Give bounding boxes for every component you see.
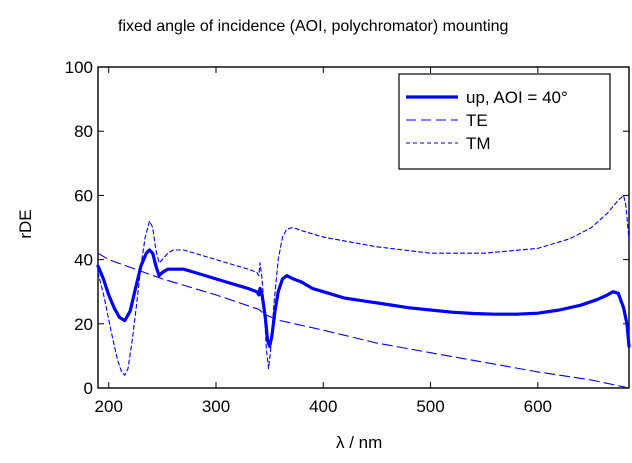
legend-label: TM (466, 134, 491, 153)
y-tick-label: 60 (74, 186, 93, 205)
y-tick-label: 100 (65, 58, 93, 77)
x-tick-label: 500 (416, 397, 444, 416)
legend: up, AOI = 40° TE TM (398, 73, 611, 170)
series-line-2 (97, 194, 630, 376)
x-tick-label: 200 (95, 397, 123, 416)
y-tick-label: 40 (74, 251, 93, 270)
y-tick-label: 80 (74, 122, 93, 141)
x-tick-label: 400 (309, 397, 337, 416)
y-tick-label: 20 (74, 315, 93, 334)
x-tick-label: 300 (202, 397, 230, 416)
legend-label: TE (466, 111, 488, 130)
series-line-1 (97, 252, 630, 389)
legend-label: up, AOI = 40° (466, 88, 568, 107)
chart-title: fixed angle of incidence (AOI, polychrom… (118, 18, 509, 35)
x-tick-label: 600 (524, 397, 552, 416)
series-line-0 (96, 248, 631, 348)
legend-box (398, 73, 611, 170)
axes: 200 300 400 500 600 0 20 40 60 80 100 (65, 58, 629, 416)
y-tick-label: 0 (84, 379, 93, 398)
x-axis-label: λ / nm (336, 433, 383, 452)
series-lines (96, 194, 631, 389)
plot-frame (97, 66, 630, 389)
